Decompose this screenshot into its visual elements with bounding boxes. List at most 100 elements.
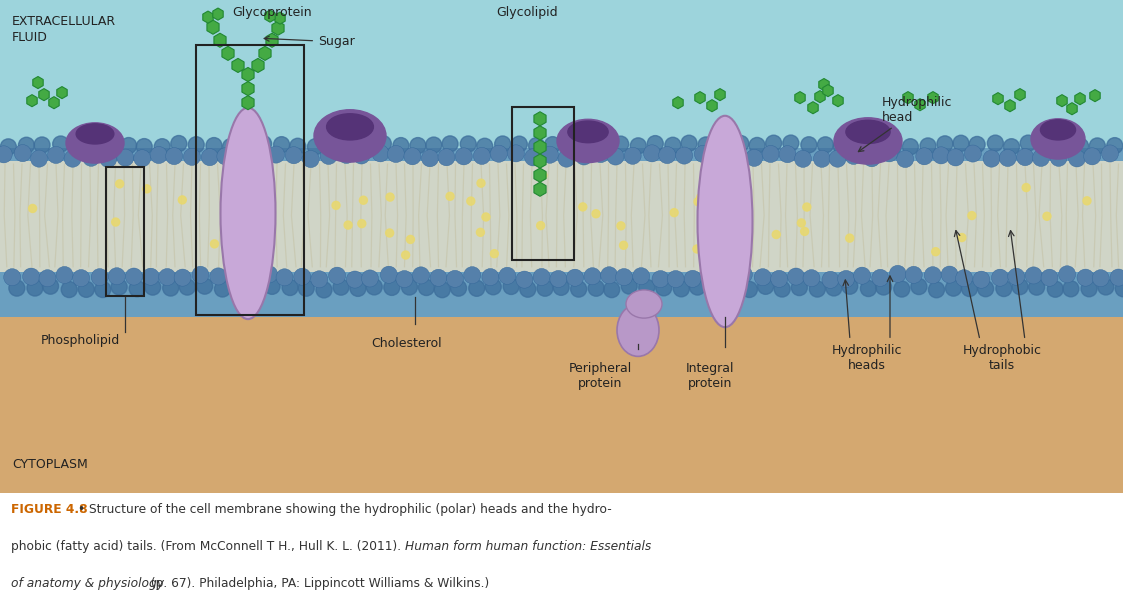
- Polygon shape: [39, 88, 49, 100]
- Circle shape: [696, 194, 704, 202]
- Circle shape: [615, 269, 632, 286]
- Circle shape: [787, 268, 804, 285]
- Circle shape: [932, 248, 940, 256]
- Circle shape: [656, 280, 672, 296]
- Circle shape: [829, 150, 846, 167]
- Circle shape: [435, 281, 450, 298]
- Ellipse shape: [220, 108, 275, 319]
- Circle shape: [111, 218, 120, 226]
- Circle shape: [794, 150, 812, 167]
- Circle shape: [620, 241, 628, 249]
- Circle shape: [937, 136, 953, 152]
- Ellipse shape: [697, 116, 752, 327]
- Circle shape: [852, 135, 868, 151]
- Circle shape: [1102, 145, 1119, 162]
- Circle shape: [684, 270, 701, 287]
- Circle shape: [386, 193, 394, 201]
- Circle shape: [244, 269, 261, 286]
- Polygon shape: [241, 82, 254, 96]
- Circle shape: [803, 203, 811, 211]
- Circle shape: [853, 267, 870, 284]
- Text: Hydrophobic
tails: Hydrophobic tails: [962, 344, 1041, 372]
- Circle shape: [880, 145, 897, 162]
- Circle shape: [171, 136, 186, 152]
- Circle shape: [28, 205, 37, 213]
- Ellipse shape: [314, 110, 386, 162]
- Circle shape: [864, 150, 880, 167]
- Circle shape: [226, 269, 243, 286]
- Circle shape: [1083, 197, 1090, 205]
- Circle shape: [915, 148, 933, 165]
- Circle shape: [302, 150, 319, 167]
- Circle shape: [968, 211, 976, 220]
- Polygon shape: [533, 182, 546, 196]
- Circle shape: [1029, 279, 1044, 295]
- Circle shape: [1068, 150, 1086, 167]
- Text: Sugar: Sugar: [264, 35, 355, 48]
- Bar: [512, 107, 574, 259]
- Polygon shape: [715, 88, 725, 100]
- Circle shape: [189, 136, 204, 153]
- Circle shape: [758, 278, 774, 294]
- Circle shape: [86, 139, 102, 155]
- Ellipse shape: [1031, 119, 1085, 159]
- Circle shape: [746, 149, 763, 166]
- Polygon shape: [533, 140, 546, 154]
- Circle shape: [670, 209, 678, 217]
- Polygon shape: [533, 168, 546, 182]
- Circle shape: [210, 240, 219, 248]
- Circle shape: [358, 220, 366, 228]
- Circle shape: [996, 280, 1012, 297]
- Circle shape: [545, 136, 560, 153]
- Circle shape: [1059, 266, 1076, 283]
- Circle shape: [846, 234, 853, 242]
- Polygon shape: [232, 58, 244, 72]
- Circle shape: [749, 138, 765, 153]
- Circle shape: [320, 147, 337, 164]
- Circle shape: [39, 270, 56, 287]
- Circle shape: [79, 281, 94, 297]
- Circle shape: [64, 150, 81, 167]
- Circle shape: [953, 135, 969, 152]
- Polygon shape: [207, 20, 219, 34]
- Circle shape: [396, 270, 413, 287]
- Circle shape: [217, 148, 234, 165]
- Circle shape: [1032, 149, 1050, 166]
- Polygon shape: [259, 46, 271, 60]
- Circle shape: [460, 136, 476, 152]
- Circle shape: [1107, 138, 1123, 153]
- Circle shape: [1007, 268, 1025, 285]
- Circle shape: [259, 208, 267, 216]
- Circle shape: [533, 269, 550, 286]
- Circle shape: [338, 146, 355, 163]
- Circle shape: [154, 139, 171, 155]
- Polygon shape: [706, 100, 718, 111]
- Circle shape: [231, 280, 247, 297]
- Circle shape: [214, 281, 230, 297]
- Circle shape: [965, 145, 982, 162]
- Circle shape: [833, 138, 849, 155]
- Circle shape: [659, 147, 676, 164]
- Circle shape: [350, 280, 366, 297]
- Polygon shape: [27, 94, 37, 107]
- Circle shape: [238, 138, 254, 153]
- Circle shape: [447, 270, 464, 287]
- Circle shape: [592, 146, 609, 163]
- Circle shape: [341, 135, 357, 151]
- Bar: [197, 45, 304, 315]
- Circle shape: [329, 267, 346, 284]
- Circle shape: [711, 146, 728, 163]
- Circle shape: [741, 281, 757, 297]
- Circle shape: [903, 139, 919, 155]
- Circle shape: [108, 268, 126, 285]
- Circle shape: [681, 135, 697, 151]
- Circle shape: [150, 146, 167, 164]
- Circle shape: [563, 138, 578, 153]
- Ellipse shape: [557, 119, 619, 163]
- Circle shape: [1077, 269, 1094, 286]
- Ellipse shape: [327, 114, 374, 140]
- Polygon shape: [795, 91, 805, 104]
- Circle shape: [372, 145, 389, 162]
- Ellipse shape: [617, 304, 659, 356]
- Circle shape: [558, 150, 575, 167]
